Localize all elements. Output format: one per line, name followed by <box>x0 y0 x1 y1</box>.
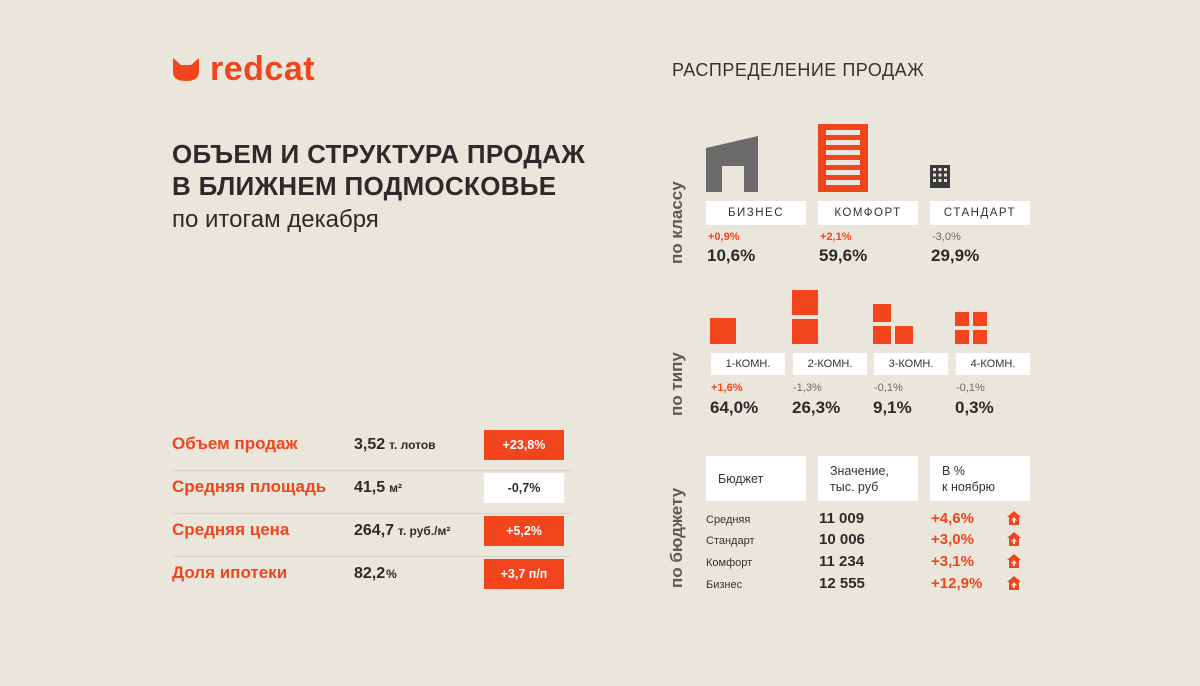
type-label-4room: 4-КОМН. <box>956 353 1030 375</box>
metrics-list: Объем продаж 3,52 т. лотов +23,8% Средняя… <box>172 428 572 600</box>
metric-unit: т. руб./м² <box>398 524 451 538</box>
class-delta-comfort: +2,1% <box>820 231 852 243</box>
headline-line-1: ОБЪЕМ И СТРУКТУРА ПРОДАЖ <box>172 139 586 169</box>
metric-unit: м² <box>389 481 403 495</box>
class-delta-business: +0,9% <box>708 231 740 243</box>
metric-value: 41,5 м² <box>354 479 403 496</box>
metric-change-badge: -0,7% <box>484 473 564 503</box>
metric-value: 3,52 т. лотов <box>354 436 436 453</box>
house-up-icon <box>1007 576 1021 590</box>
distribution-title: РАСПРЕДЕЛЕНИЕ ПРОДАЖ <box>672 60 925 80</box>
house-up-icon <box>1007 511 1021 525</box>
standard-building-icon <box>930 165 950 188</box>
type-delta-4room: -0,1% <box>956 382 985 394</box>
budget-header-budget: Бюджет <box>706 456 806 501</box>
metric-unit: т. лотов <box>389 438 436 452</box>
budget-row-label: Средняя <box>706 514 751 526</box>
metric-unit: % <box>386 567 397 581</box>
three-room-icon <box>873 304 913 344</box>
metric-row-price: Средняя цена 264,7 т. руб./м² +5,2% <box>172 514 572 557</box>
metric-label: Доля ипотеки <box>172 563 288 582</box>
comfort-building-icon <box>818 124 868 192</box>
class-share-business: 10,6% <box>707 246 756 265</box>
cat-logo-icon <box>173 58 199 81</box>
type-share-3room: 9,1% <box>873 398 912 417</box>
budget-row-value: 11 234 <box>819 553 865 570</box>
budget-row-value: 11 009 <box>819 510 865 527</box>
class-share-standard: 29,9% <box>931 246 980 265</box>
budget-row-change: +3,0% <box>931 531 974 548</box>
metric-row-volume: Объем продаж 3,52 т. лотов +23,8% <box>172 428 572 471</box>
budget-row-value: 10 006 <box>819 531 865 548</box>
type-share-4room: 0,3% <box>955 398 994 417</box>
class-label-standard: СТАНДАРТ <box>930 201 1030 225</box>
class-share-comfort: 59,6% <box>819 246 868 265</box>
brand-logo: redcat <box>172 52 315 86</box>
metric-value: 264,7 т. руб./м² <box>354 522 451 539</box>
metric-label: Средняя площадь <box>172 477 327 496</box>
one-room-icon <box>710 318 736 344</box>
two-room-icon <box>792 290 818 344</box>
axis-label-type: по типу <box>667 352 686 416</box>
metric-row-mortgage: Доля ипотеки 82,2% +3,7 п/п <box>172 557 572 600</box>
budget-row-label: Бизнес <box>706 579 743 591</box>
metric-change-badge: +23,8% <box>484 430 564 460</box>
axis-label-budget: по бюджету <box>667 487 686 588</box>
budget-row-change: +12,9% <box>931 575 983 592</box>
budget-header-change: В % к ноябрю <box>930 456 1030 501</box>
headline-subtitle: по итогам декабря <box>172 206 379 233</box>
house-up-icon <box>1007 554 1021 568</box>
headline-line-2: В БЛИЖНЕМ ПОДМОСКОВЬЕ <box>172 171 557 201</box>
headline-block: ОБЪЕМ И СТРУКТУРА ПРОДАЖ В БЛИЖНЕМ ПОДМО… <box>172 138 632 236</box>
metric-value: 82,2% <box>354 565 397 582</box>
axis-label-class: по классу <box>667 181 686 264</box>
business-building-icon <box>706 136 758 192</box>
type-share-1room: 64,0% <box>710 398 759 417</box>
type-label-3room: 3-КОМН. <box>874 353 948 375</box>
budget-row-change: +3,1% <box>931 553 974 570</box>
budget-row-label: Комфорт <box>706 557 753 569</box>
four-room-icon <box>955 312 987 344</box>
budget-row-change: +4,6% <box>931 510 974 527</box>
type-delta-1room: +1,6% <box>711 382 743 394</box>
budget-row-value: 12 555 <box>819 575 865 592</box>
metric-label: Средняя цена <box>172 520 290 539</box>
type-share-2room: 26,3% <box>792 398 841 417</box>
metric-row-area: Средняя площадь 41,5 м² -0,7% <box>172 471 572 514</box>
class-label-comfort: КОМФОРТ <box>818 201 918 225</box>
metric-change-badge: +3,7 п/п <box>484 559 564 589</box>
budget-row-label: Стандарт <box>706 535 755 547</box>
budget-header-value: Значение, тыс. руб <box>818 456 918 501</box>
type-label-1room: 1-КОМН. <box>711 353 785 375</box>
type-label-2room: 2-КОМН. <box>793 353 867 375</box>
type-delta-3room: -0,1% <box>874 382 903 394</box>
type-delta-2room: -1,3% <box>793 382 822 394</box>
metric-label: Объем продаж <box>172 434 298 453</box>
house-up-icon <box>1007 532 1021 546</box>
brand-name: redcat <box>210 50 316 88</box>
metric-change-badge: +5,2% <box>484 516 564 546</box>
class-label-business: БИЗНЕС <box>706 201 806 225</box>
class-delta-standard: -3,0% <box>932 231 961 243</box>
